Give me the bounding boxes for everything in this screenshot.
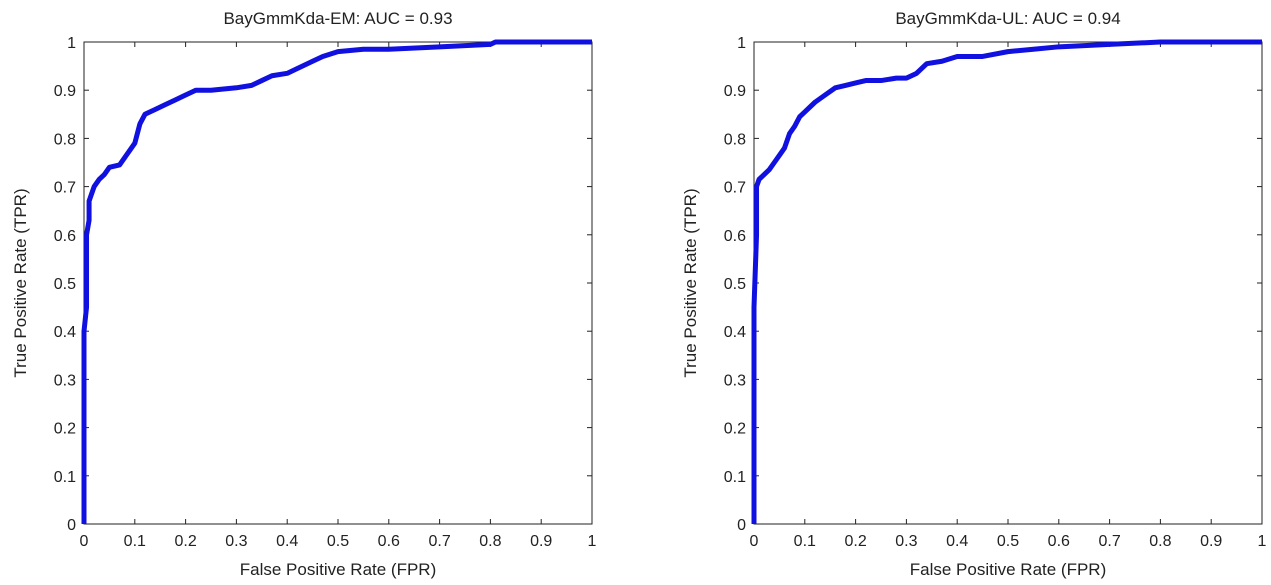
x-tick-label: 1	[1258, 533, 1267, 550]
x-tick-label: 0.8	[479, 533, 501, 550]
y-tick-label: 0.2	[54, 421, 76, 438]
y-tick-label: 0.9	[724, 83, 746, 100]
roc-curve-line	[751, 39, 1262, 524]
x-tick-label: 1	[588, 533, 597, 550]
x-tick-label: 0.2	[844, 533, 866, 550]
x-tick-label: 0.7	[428, 533, 450, 550]
y-tick-label: 0	[67, 517, 76, 534]
y-tick-label: 0.3	[54, 372, 76, 389]
x-tick-label: 0.7	[1098, 533, 1120, 550]
y-tick-label: 0.4	[54, 324, 76, 341]
x-tick-label: 0	[750, 533, 759, 550]
y-tick-label: 0.8	[54, 131, 76, 148]
y-tick-label: 0.8	[724, 131, 746, 148]
y-tick-label: 0.5	[54, 276, 76, 293]
y-tick-label: 0.6	[724, 228, 746, 245]
x-axis-label: False Positive Rate (FPR)	[910, 560, 1107, 579]
y-tick-label: 1	[67, 35, 76, 52]
y-axis-label: True Positive Rate (TPR)	[11, 188, 30, 377]
y-tick-label: 0	[737, 517, 746, 534]
x-tick-label: 0.3	[895, 533, 917, 550]
y-tick-label: 0.7	[54, 180, 76, 197]
roc-curve-line	[81, 39, 592, 524]
y-tick-label: 0.6	[54, 228, 76, 245]
x-tick-label: 0.6	[1048, 533, 1070, 550]
x-tick-label: 0.3	[225, 533, 247, 550]
y-axis-label: True Positive Rate (TPR)	[681, 188, 700, 377]
roc-panel-ul: BayGmmKda-UL: AUC = 0.94 0 0.1 0.2 0.3 0.4 0.5…	[681, 9, 1267, 579]
roc-panel-em: BayGmmKda-EM: AUC = 0.93 0 0.1 0.2 0.3 0.4 0.5…	[11, 9, 597, 579]
y-tick-label: 1	[737, 35, 746, 52]
x-tick-label: 0.2	[174, 533, 196, 550]
x-tick-label: 0.9	[530, 533, 552, 550]
y-tick-label: 0.3	[724, 372, 746, 389]
x-tick-label: 0.1	[124, 533, 146, 550]
chart-title: BayGmmKda-UL: AUC = 0.94	[895, 9, 1120, 28]
plot-area	[753, 41, 1263, 525]
x-tick-label: 0.9	[1200, 533, 1222, 550]
y-tick-label: 0.2	[724, 421, 746, 438]
y-tick-label: 0.1	[724, 469, 746, 486]
x-tick-label: 0	[80, 533, 89, 550]
plot-area	[83, 41, 593, 525]
x-tick-label: 0.4	[276, 533, 298, 550]
x-tick-label: 0.5	[997, 533, 1019, 550]
y-tick-label: 0.4	[724, 324, 746, 341]
x-axis-label: False Positive Rate (FPR)	[240, 560, 437, 579]
y-tick-label: 0.9	[54, 83, 76, 100]
x-tick-label: 0.5	[327, 533, 349, 550]
y-tick-label: 0.5	[724, 276, 746, 293]
chart-title: BayGmmKda-EM: AUC = 0.93	[223, 9, 452, 28]
y-tick-label: 0.7	[724, 180, 746, 197]
y-tick-label: 0.1	[54, 469, 76, 486]
x-tick-label: 0.6	[378, 533, 400, 550]
x-tick-label: 0.8	[1149, 533, 1171, 550]
x-tick-label: 0.1	[794, 533, 816, 550]
x-tick-label: 0.4	[946, 533, 968, 550]
